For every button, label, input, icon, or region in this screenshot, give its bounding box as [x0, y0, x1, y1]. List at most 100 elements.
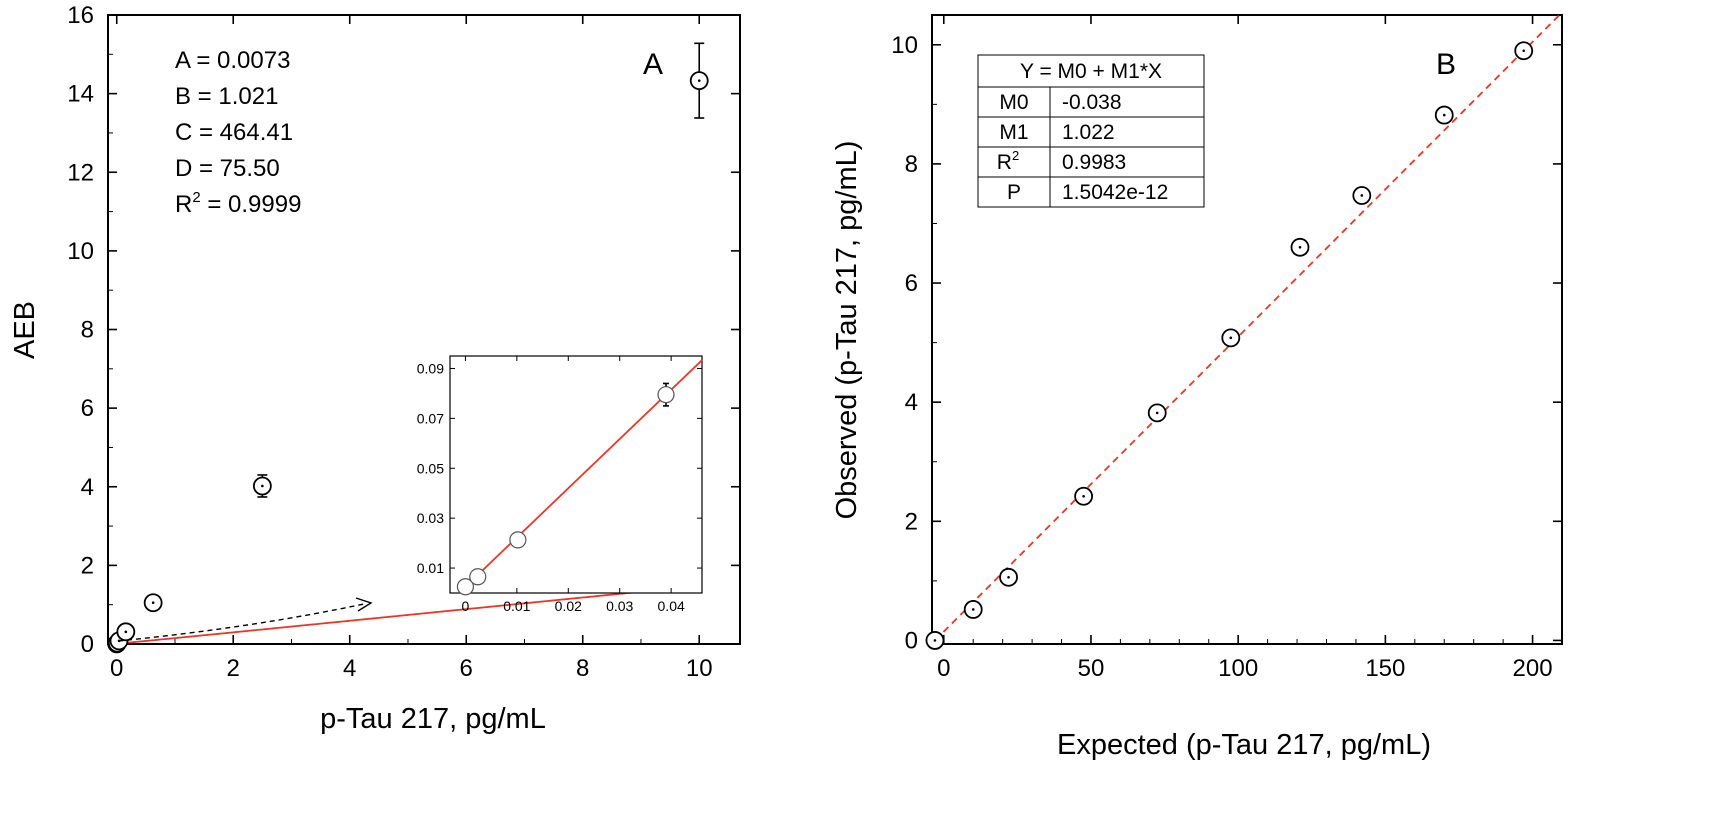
panel-b-x-axis-label: Expected (p-Tau 217, pg/mL) [1057, 729, 1431, 761]
x-tick-label: 150 [1365, 655, 1405, 682]
table-row-key: P [1007, 181, 1021, 204]
data-point-center [1360, 194, 1364, 197]
param-r2: R2 = 0.9999 [175, 189, 301, 218]
table-row-key: R2 [997, 148, 1019, 174]
y-tick-label: 4 [81, 474, 94, 501]
table-value-cell [1049, 116, 1205, 148]
inset-x-tick-label: 0.04 [658, 598, 685, 614]
param-b: B = 1.021 [175, 83, 278, 110]
inset-x-tick-label: 0 [462, 598, 470, 614]
data-point-center [697, 79, 701, 82]
data-point-center [261, 484, 264, 488]
x-tick-label: 200 [1513, 655, 1553, 682]
y-tick-label: 6 [81, 395, 94, 422]
inset-x-tick-label: 0.01 [503, 598, 530, 614]
panel-a-fit-parameters: A = 0.0073 B = 1.021 C = 464.41 D = 75.5… [175, 47, 301, 218]
x-tick-label: 0 [110, 655, 123, 682]
inset-data-point [469, 568, 487, 586]
inset-y-tick-label: 0.03 [417, 510, 444, 526]
panel-b-data-points [925, 41, 1534, 650]
table-header: Y = M0 + M1*X [1020, 60, 1162, 83]
table-value-cell [1049, 86, 1205, 118]
x-tick-label: 8 [576, 655, 589, 682]
x-tick-label: 50 [1078, 655, 1105, 682]
y-tick-label: 0 [905, 627, 918, 654]
data-point-center [933, 639, 937, 642]
inset-y-tick-label: 0.09 [417, 360, 444, 376]
x-tick-label: 0 [937, 655, 950, 682]
regression-table: Y = M0 + M1*X M0 -0.038 M1 1.022 R2 0.99… [977, 54, 1205, 208]
arrowhead-icon [355, 597, 373, 612]
panel-b-chart: 0 50 100 150 200 0 2 4 6 8 10 B Y = M0 + M1*X M0 -… [831, 14, 1563, 761]
r2-key-superscript: 2 [1012, 148, 1019, 163]
y-tick-label: 10 [891, 32, 918, 59]
data-point-center [124, 630, 128, 634]
panel-a-letter: A [643, 48, 663, 81]
inset-pointer-arrow [117, 597, 373, 642]
regression-line-path [934, 14, 1561, 642]
x-tick-label: 10 [686, 655, 713, 682]
panel-a-x-axis-label: p-Tau 217, pg/mL [320, 703, 546, 735]
inset-y-tick-label: 0.05 [417, 460, 444, 476]
panel-b-letter: B [1436, 48, 1456, 81]
x-tick-label: 100 [1218, 655, 1258, 682]
table-row-value: 1.5042e-12 [1062, 181, 1168, 204]
r2-key: R [997, 151, 1012, 174]
r2-prefix: R [175, 191, 192, 218]
param-a: A = 0.0073 [175, 47, 290, 74]
data-point-center [1082, 494, 1085, 498]
y-tick-label: 8 [905, 151, 918, 178]
inset-ticks: 0 0.01 0.02 0.03 0.04 0.01 0.03 0.05 0.07 0.09 [417, 356, 702, 614]
param-d: D = 75.50 [175, 155, 280, 182]
table-row-value: 0.9983 [1062, 151, 1126, 174]
panel-b-regression-line [934, 14, 1561, 642]
inset-x-tick-label: 0.03 [606, 598, 633, 614]
panel-b-plot-frame [931, 14, 1563, 645]
inset-y-tick-label: 0.07 [417, 410, 444, 426]
table-key-cell [977, 176, 1051, 208]
data-point-center [1229, 336, 1233, 340]
panel-b-ticks: 0 50 100 150 200 0 2 4 6 8 10 [891, 15, 1562, 682]
data-point-center [1298, 246, 1302, 249]
fit-curve-path [116, 585, 700, 645]
y-tick-label: 8 [81, 317, 94, 344]
panel-a-y-axis-label: AEB [9, 301, 41, 359]
y-tick-label: 2 [905, 508, 918, 535]
table-header-cell [977, 54, 1205, 88]
data-point-center [1007, 575, 1010, 579]
inset-y-tick-label: 0.01 [417, 560, 444, 576]
panel-a-ticks: 0 2 4 6 8 10 0 2 4 6 8 10 12 14 16 [67, 2, 740, 682]
table-key-cell [977, 146, 1051, 178]
y-tick-label: 10 [67, 238, 94, 265]
y-tick-label: 2 [81, 552, 94, 579]
r2-value: = 0.9999 [201, 191, 302, 218]
panel-a-fit-curve [116, 585, 700, 645]
y-tick-label: 0 [81, 631, 94, 658]
y-tick-label: 16 [67, 2, 94, 29]
table-value-cell [1049, 176, 1205, 208]
inset-data-point [509, 531, 527, 549]
inset-data-points [456, 382, 675, 596]
table-row-value: 1.022 [1062, 121, 1115, 144]
y-tick-label: 12 [67, 159, 94, 186]
inset-data-point [657, 386, 675, 404]
data-point-center [1155, 411, 1159, 415]
y-tick-label: 4 [905, 389, 918, 416]
panel-a-data-points [107, 42, 709, 654]
x-tick-label: 6 [460, 655, 473, 682]
data-point-center [971, 608, 975, 611]
y-tick-label: 14 [67, 81, 94, 108]
panel-b-y-axis-label: Observed (p-Tau 217, pg/mL) [831, 141, 863, 520]
r2-superscript: 2 [192, 189, 200, 206]
x-tick-label: 4 [343, 655, 356, 682]
table-row-key: M0 [999, 91, 1028, 114]
table-value-cell [1049, 146, 1205, 178]
panel-a-inset: 0 0.01 0.02 0.03 0.04 0.01 0.03 0.05 0.07 0.09 [417, 355, 703, 614]
param-c: C = 464.41 [175, 119, 293, 146]
table-row-value: -0.038 [1062, 91, 1122, 114]
x-tick-label: 2 [227, 655, 240, 682]
data-point-center [1442, 113, 1446, 117]
data-point-center [1522, 49, 1526, 53]
y-tick-label: 6 [905, 270, 918, 297]
